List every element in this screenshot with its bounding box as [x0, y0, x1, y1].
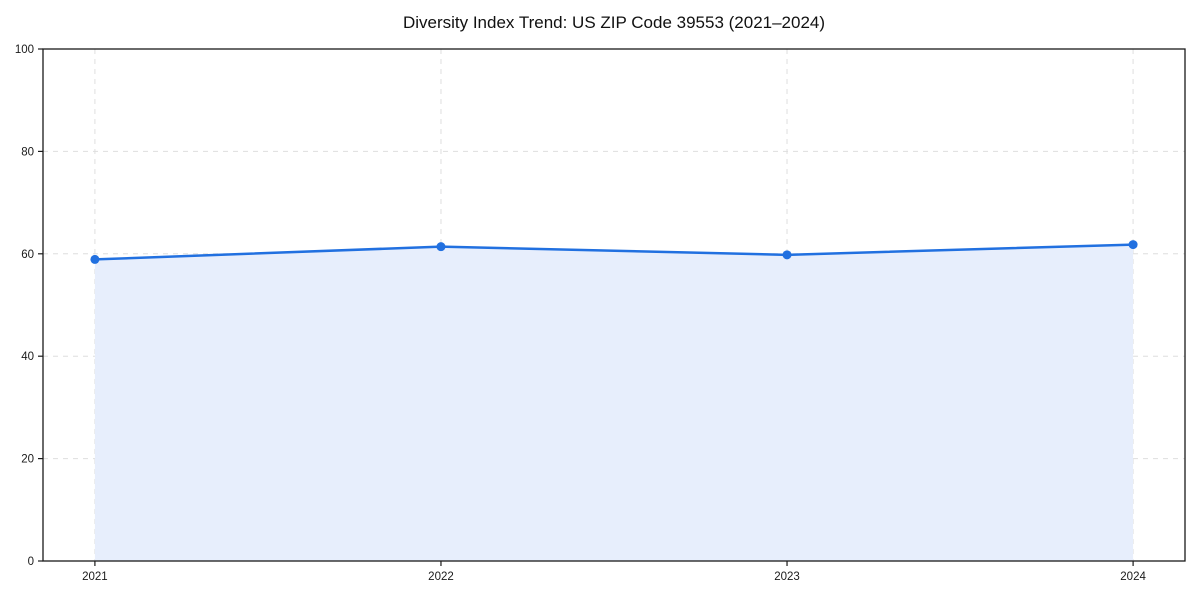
y-tick-label: 60: [21, 249, 34, 261]
y-tick-label: 100: [15, 44, 34, 56]
data-point-2023: [782, 250, 792, 260]
data-point-2021: [90, 254, 100, 264]
chart-title: Diversity Index Trend: US ZIP Code 39553…: [402, 13, 826, 32]
x-tick-label: 2021: [82, 571, 108, 583]
y-tick-label: 20: [21, 454, 34, 466]
x-tick-label: 2022: [428, 571, 454, 583]
area-fill: [94, 244, 1134, 562]
data-point-2022: [436, 242, 446, 252]
trend-line: [93, 243, 1135, 261]
x-tick-label: 2024: [1120, 571, 1146, 583]
data-point-2024: [1128, 240, 1138, 250]
x-tick-label: 2023: [774, 571, 800, 583]
plot-border: [42, 48, 1186, 562]
y-tick-label: 0: [28, 556, 34, 568]
y-tick-label: 80: [21, 146, 34, 158]
y-tick-label: 40: [21, 351, 34, 363]
